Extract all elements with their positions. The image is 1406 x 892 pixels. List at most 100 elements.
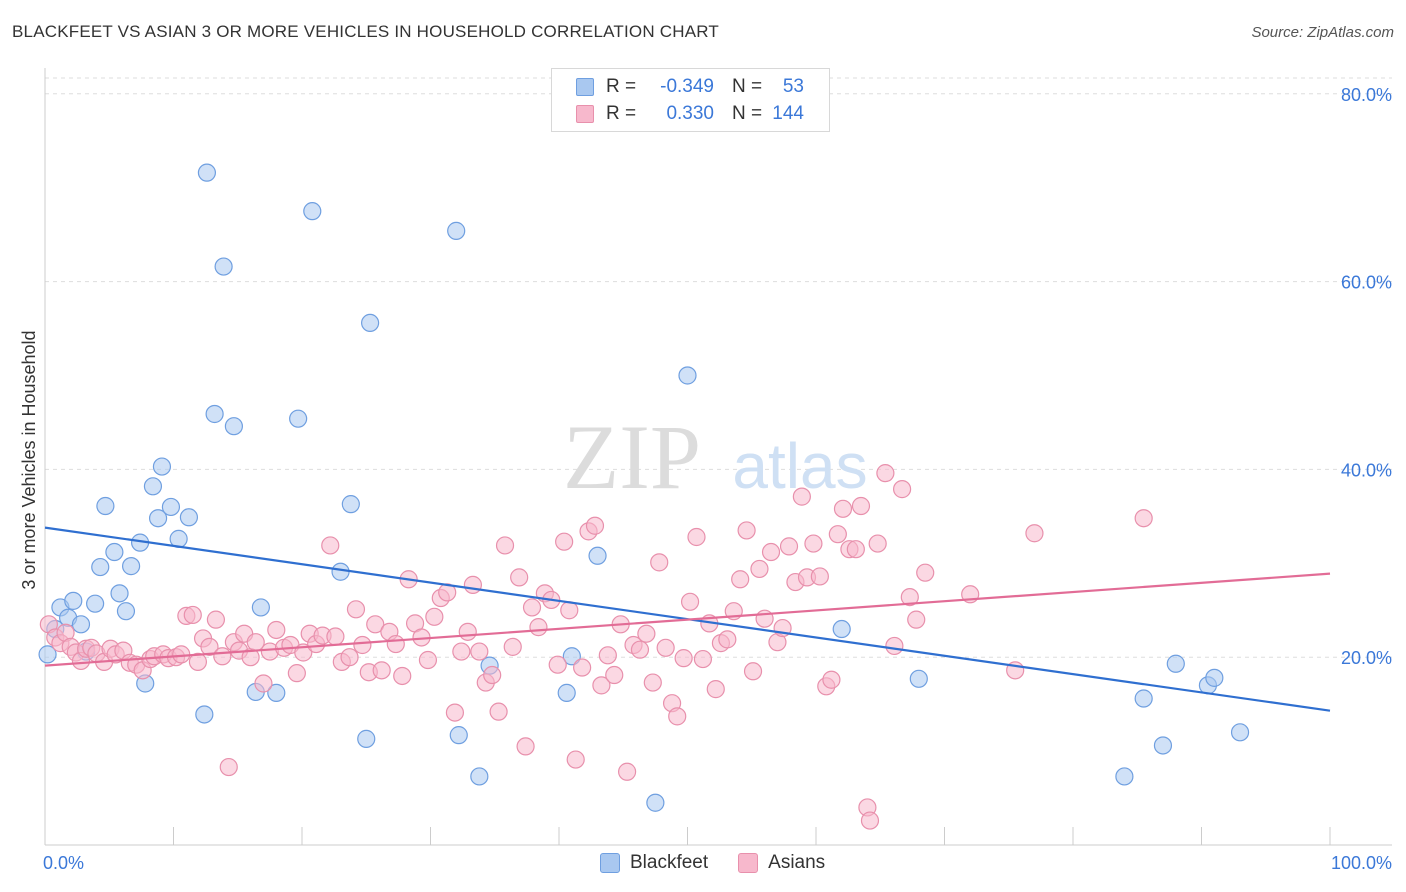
point-asians bbox=[822, 670, 841, 689]
legend-r-value: 0.330 bbox=[666, 103, 714, 124]
legend-swatch-blackfeet bbox=[576, 78, 594, 96]
point-asians bbox=[731, 570, 750, 589]
point-asians bbox=[213, 647, 232, 666]
point-asians bbox=[687, 527, 706, 547]
legend-label-blackfeet: Blackfeet bbox=[630, 852, 709, 873]
legend-swatch-asians bbox=[576, 105, 594, 123]
point-asians bbox=[851, 496, 871, 516]
point-asians bbox=[183, 605, 202, 625]
legend-swatch-asians bbox=[738, 853, 759, 873]
point-asians bbox=[680, 592, 700, 611]
point-blackfeet bbox=[267, 683, 286, 702]
point-blackfeet bbox=[71, 615, 91, 634]
legend-row-blackfeet: R = -0.349 N = 53 bbox=[576, 76, 804, 98]
point-asians bbox=[555, 532, 574, 551]
data-points bbox=[38, 163, 1250, 830]
point-blackfeet bbox=[557, 683, 576, 702]
point-blackfeet bbox=[148, 509, 168, 528]
point-asians bbox=[254, 674, 273, 693]
point-asians bbox=[706, 680, 725, 699]
point-asians bbox=[833, 499, 853, 518]
y-tick-label: 20.0% bbox=[1341, 648, 1392, 668]
point-blackfeet bbox=[105, 542, 124, 562]
point-blackfeet bbox=[179, 508, 199, 527]
point-asians bbox=[366, 615, 385, 634]
point-blackfeet bbox=[832, 619, 851, 639]
point-asians bbox=[206, 610, 226, 629]
source-label: Source: ZipAtlas.com bbox=[1251, 24, 1394, 41]
point-asians bbox=[452, 642, 471, 661]
point-asians bbox=[598, 646, 617, 665]
point-blackfeet bbox=[909, 669, 928, 688]
point-blackfeet bbox=[303, 202, 322, 221]
point-asians bbox=[393, 666, 412, 686]
point-blackfeet bbox=[38, 645, 57, 664]
point-blackfeet bbox=[205, 404, 224, 424]
y-tick-label: 40.0% bbox=[1341, 460, 1392, 480]
legend-n-value: 144 bbox=[772, 103, 804, 124]
point-blackfeet bbox=[678, 366, 697, 385]
x-tick-label: 0.0% bbox=[43, 853, 84, 873]
point-asians bbox=[650, 553, 669, 572]
point-asians bbox=[743, 662, 763, 681]
point-asians bbox=[463, 575, 483, 594]
point-asians bbox=[605, 665, 624, 685]
watermark-zip: ZIP bbox=[563, 406, 701, 508]
chart-title: BLACKFEET VS ASIAN 3 OR MORE VEHICLES IN… bbox=[12, 22, 719, 41]
point-blackfeet bbox=[341, 495, 360, 514]
point-asians bbox=[321, 536, 340, 555]
point-asians bbox=[522, 598, 542, 617]
point-blackfeet bbox=[1230, 723, 1250, 742]
point-blackfeet bbox=[470, 767, 489, 786]
point-asians bbox=[718, 630, 737, 649]
point-asians bbox=[630, 640, 650, 659]
point-asians bbox=[592, 676, 611, 695]
point-asians bbox=[573, 658, 592, 677]
point-asians bbox=[200, 637, 219, 656]
point-blackfeet bbox=[588, 546, 607, 565]
legend-n-label: N = bbox=[732, 76, 763, 97]
point-asians bbox=[516, 737, 535, 756]
point-blackfeet bbox=[1115, 767, 1134, 786]
point-blackfeet bbox=[64, 591, 83, 610]
point-asians bbox=[900, 587, 919, 607]
point-asians bbox=[287, 664, 306, 683]
point-asians bbox=[510, 568, 529, 587]
point-blackfeet bbox=[1134, 689, 1153, 708]
legend-item-asians: Asians bbox=[738, 852, 825, 874]
point-asians bbox=[483, 665, 502, 685]
point-blackfeet bbox=[91, 557, 110, 577]
point-blackfeet bbox=[357, 729, 376, 748]
point-asians bbox=[860, 811, 880, 830]
point-blackfeet bbox=[562, 647, 581, 666]
point-asians bbox=[353, 635, 372, 655]
trend-lines bbox=[44, 526, 1331, 712]
point-asians bbox=[656, 638, 675, 657]
point-blackfeet bbox=[331, 562, 350, 581]
point-asians bbox=[340, 648, 359, 667]
point-asians bbox=[907, 610, 926, 629]
point-asians bbox=[1025, 524, 1044, 543]
point-asians bbox=[566, 750, 585, 769]
point-asians bbox=[810, 567, 829, 586]
point-asians bbox=[346, 600, 366, 619]
point-asians bbox=[868, 534, 887, 553]
point-blackfeet bbox=[197, 163, 217, 182]
point-asians bbox=[792, 487, 811, 506]
point-asians bbox=[779, 537, 799, 556]
point-asians bbox=[470, 642, 489, 661]
point-blackfeet bbox=[143, 477, 163, 496]
trend-line-asians bbox=[44, 572, 1331, 667]
point-asians bbox=[892, 480, 912, 499]
point-blackfeet bbox=[361, 313, 380, 333]
point-asians bbox=[737, 521, 756, 540]
point-asians bbox=[529, 618, 548, 637]
point-asians bbox=[219, 757, 238, 777]
point-asians bbox=[876, 464, 895, 483]
point-asians bbox=[804, 534, 823, 553]
point-blackfeet bbox=[96, 496, 115, 516]
point-asians bbox=[585, 516, 605, 535]
point-blackfeet bbox=[110, 584, 129, 603]
y-tick-label: 80.0% bbox=[1341, 85, 1392, 105]
